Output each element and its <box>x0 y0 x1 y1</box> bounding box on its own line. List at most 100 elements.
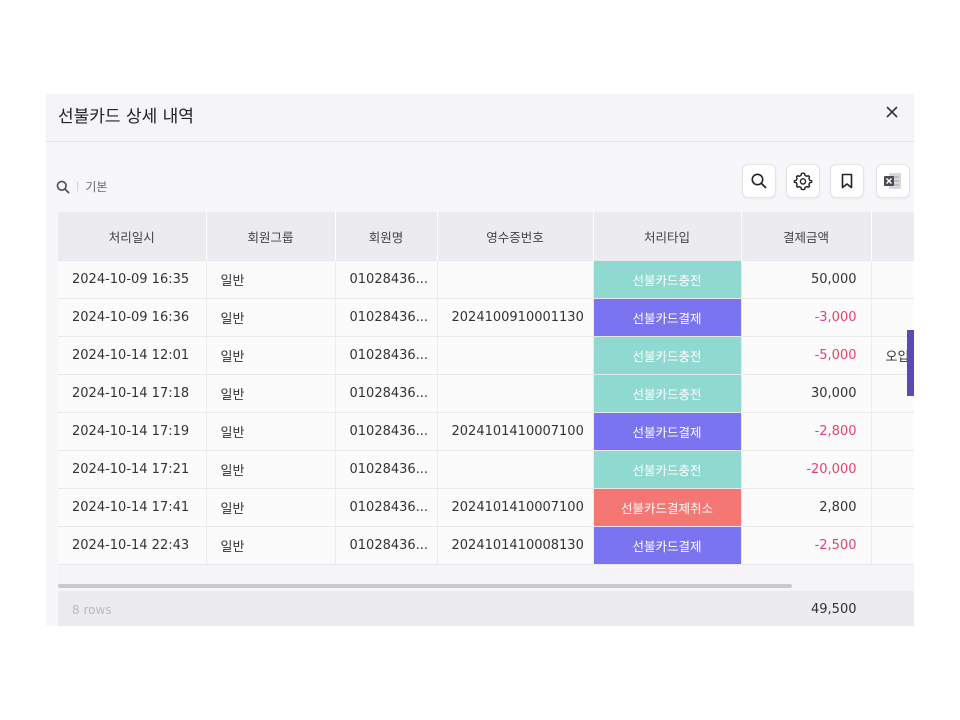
cell-type-badge: 선불카드결제 <box>593 412 742 451</box>
column-header-type[interactable]: 처리타입 <box>593 212 742 261</box>
cell-member: 01028436... <box>335 374 438 413</box>
table-row[interactable]: 2024-10-14 17:41 일반 01028436... 20241014… <box>58 488 914 527</box>
cell-group: 일반 <box>206 298 336 337</box>
bookmark-icon <box>841 173 853 189</box>
column-header-receipt[interactable]: 영수증번호 <box>437 212 594 261</box>
cell-member: 01028436... <box>335 488 438 527</box>
table-row[interactable]: 2024-10-14 17:19 일반 01028436... 20241014… <box>58 412 914 451</box>
column-header-date[interactable]: 처리일시 <box>58 212 207 261</box>
cell-type-badge: 선불카드충전 <box>593 260 742 299</box>
cell-amount: -2,500 <box>741 526 872 565</box>
cell-amount: 30,000 <box>741 374 872 413</box>
cell-group: 일반 <box>206 260 336 299</box>
table-row[interactable]: 2024-10-14 17:21 일반 01028436... 선불카드충전 -… <box>58 450 914 489</box>
cell-extra <box>871 298 914 337</box>
cell-receipt: 2024101410008130 <box>437 526 594 565</box>
column-header-amount[interactable]: 결제금액 <box>741 212 872 261</box>
close-icon[interactable] <box>882 102 902 122</box>
footer-cell <box>335 591 438 626</box>
bookmark-button[interactable] <box>830 164 864 198</box>
cell-extra <box>871 374 914 413</box>
cell-group: 일반 <box>206 336 336 375</box>
cell-amount: 2,800 <box>741 488 872 527</box>
cell-member: 01028436... <box>335 412 438 451</box>
cell-receipt <box>437 260 594 299</box>
column-header-group[interactable]: 회원그룹 <box>206 212 336 261</box>
footer-cell <box>593 591 742 626</box>
cell-type-badge: 선불카드충전 <box>593 450 742 489</box>
search-preset-label: 기본 <box>85 180 108 194</box>
cell-member: 01028436... <box>335 260 438 299</box>
prepaid-card-detail-modal: 선불카드 상세 내역 | 기본 <box>46 94 914 626</box>
cell-receipt <box>437 336 594 375</box>
modal-title: 선불카드 상세 내역 <box>58 107 194 127</box>
table-row[interactable]: 2024-10-14 12:01 일반 01028436... 선불카드충전 -… <box>58 336 914 375</box>
amount-total: 49,500 <box>741 591 872 626</box>
excel-icon <box>884 173 901 189</box>
cell-type-badge: 선불카드결제 <box>593 298 742 337</box>
cell-group: 일반 <box>206 374 336 413</box>
cell-group: 일반 <box>206 526 336 565</box>
cell-date: 2024-10-09 16:35 <box>58 260 207 299</box>
cell-extra: 오입 <box>871 336 914 375</box>
cell-extra <box>871 450 914 489</box>
cell-member: 01028436... <box>335 336 438 375</box>
gear-icon <box>793 172 813 191</box>
cell-amount: -2,800 <box>741 412 872 451</box>
settings-button[interactable] <box>786 164 820 198</box>
cell-type-badge: 선불카드충전 <box>593 374 742 413</box>
cell-date: 2024-10-14 17:18 <box>58 374 207 413</box>
cell-extra <box>871 526 914 565</box>
cell-amount: -20,000 <box>741 450 872 489</box>
search-icon <box>56 180 70 193</box>
table-row[interactable]: 2024-10-09 16:36 일반 01028436... 20241009… <box>58 298 914 337</box>
cell-type-badge: 선불카드결제 <box>593 526 742 565</box>
cell-date: 2024-10-14 17:19 <box>58 412 207 451</box>
cell-date: 2024-10-14 17:21 <box>58 450 207 489</box>
vertical-scrollbar[interactable] <box>907 330 914 396</box>
cell-receipt <box>437 374 594 413</box>
cell-date: 2024-10-14 22:43 <box>58 526 207 565</box>
cell-receipt: 2024101410007100 <box>437 488 594 527</box>
cell-amount: 50,000 <box>741 260 872 299</box>
cell-amount: -5,000 <box>741 336 872 375</box>
cell-receipt: 2024100910001130 <box>437 298 594 337</box>
footer-cell <box>437 591 594 626</box>
cell-group: 일반 <box>206 450 336 489</box>
column-header-member[interactable]: 회원명 <box>335 212 438 261</box>
cell-date: 2024-10-14 12:01 <box>58 336 207 375</box>
cell-extra <box>871 260 914 299</box>
cell-member: 01028436... <box>335 298 438 337</box>
row-count: 8 rows <box>58 591 207 626</box>
detail-grid: 처리일시 회원그룹 회원명 영수증번호 처리타입 결제금액 2024-10-09… <box>58 212 914 626</box>
horizontal-scrollbar[interactable] <box>58 584 792 588</box>
search-button[interactable] <box>742 164 776 198</box>
cell-receipt <box>437 450 594 489</box>
cell-member: 01028436... <box>335 450 438 489</box>
cell-member: 01028436... <box>335 526 438 565</box>
footer-cell <box>871 591 914 626</box>
table-row[interactable]: 2024-10-14 17:18 일반 01028436... 선불카드충전 3… <box>58 374 914 413</box>
cell-group: 일반 <box>206 412 336 451</box>
header-row: 처리일시 회원그룹 회원명 영수증번호 처리타입 결제금액 <box>58 212 914 261</box>
footer-cell <box>206 591 336 626</box>
cell-group: 일반 <box>206 488 336 527</box>
cell-type-badge: 선불카드충전 <box>593 336 742 375</box>
table-row[interactable]: 2024-10-14 22:43 일반 01028436... 20241014… <box>58 526 914 565</box>
search-icon <box>751 173 767 189</box>
separator: | <box>76 181 80 192</box>
cell-date: 2024-10-14 17:41 <box>58 488 207 527</box>
modal-header: 선불카드 상세 내역 <box>46 94 914 142</box>
cell-date: 2024-10-09 16:36 <box>58 298 207 337</box>
table-row[interactable]: 2024-10-09 16:35 일반 01028436... 선불카드충전 5… <box>58 260 914 299</box>
cell-extra <box>871 488 914 527</box>
toolbar: | 기본 <box>46 164 914 204</box>
excel-export-button[interactable] <box>876 164 910 198</box>
cell-type-badge: 선불카드결제취소 <box>593 488 742 527</box>
cell-extra <box>871 412 914 451</box>
search-preset[interactable]: | 기본 <box>56 178 107 195</box>
cell-amount: -3,000 <box>741 298 872 337</box>
footer-summary-row: 8 rows 49,500 <box>58 591 914 626</box>
column-header-extra[interactable] <box>871 212 914 261</box>
cell-receipt: 2024101410007100 <box>437 412 594 451</box>
